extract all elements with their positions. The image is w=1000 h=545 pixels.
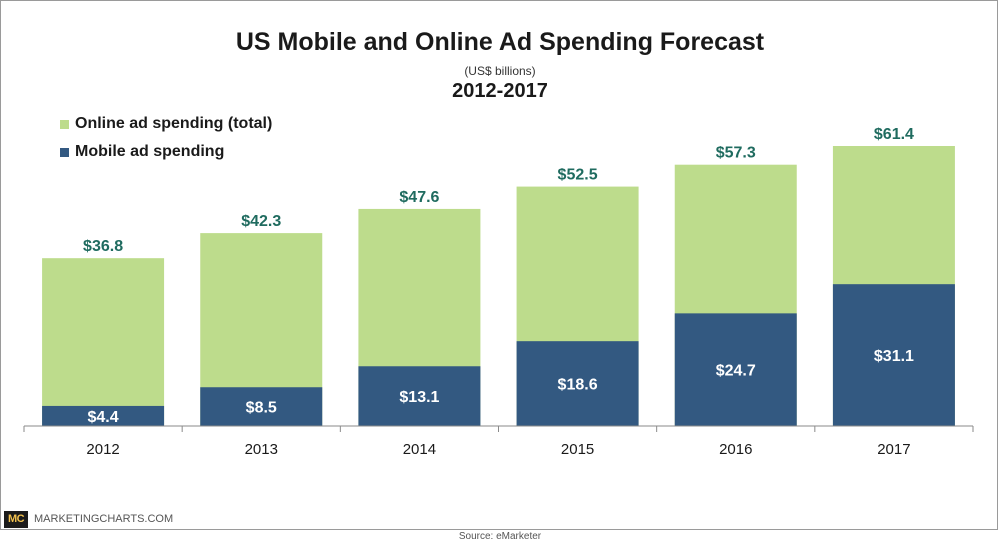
brand-name: MARKETINGCHARTS.COM	[34, 513, 174, 525]
bar-online-2012	[42, 258, 165, 426]
bar-mobile-2013	[200, 387, 323, 426]
data-label-mobile-2015: $18.6	[558, 377, 598, 394]
chart-title: US Mobile and Online Ad Spending Forecas…	[235, 28, 765, 56]
chart-range: 2012-2017	[452, 80, 548, 102]
data-label-mobile-2014: $13.1	[399, 389, 439, 406]
x-tick-label-2012: 2012	[86, 441, 119, 458]
data-label-mobile-2013: $8.5	[246, 400, 277, 417]
legend-swatch-online	[60, 119, 69, 129]
legend-label-mobile: Mobile ad spending	[75, 143, 225, 160]
data-label-online-2016: $57.3	[716, 145, 756, 162]
data-label-mobile-2012: $4.4	[88, 409, 119, 426]
bar-mobile-2017	[832, 284, 955, 426]
x-tick-label-2014: 2014	[403, 441, 436, 458]
data-label-online-2017: $61.4	[874, 126, 914, 143]
data-label-online-2013: $42.3	[241, 213, 281, 230]
data-label-online-2015: $52.5	[558, 167, 598, 184]
legend-item-mobile: Mobile ad spending	[60, 138, 272, 166]
data-label-online-2012: $36.8	[83, 238, 123, 255]
x-tick-label-2015: 2015	[561, 441, 594, 458]
x-tick-label-2016: 2016	[719, 441, 752, 458]
chart-frame	[0, 0, 998, 530]
brand-logo-icon: MC	[4, 510, 28, 528]
data-label-online-2014: $47.6	[399, 189, 439, 206]
legend-item-online: Online ad spending (total)	[60, 110, 272, 138]
bar-mobile-2016	[674, 313, 797, 426]
data-label-mobile-2017: $31.1	[874, 348, 914, 365]
brand: MC MARKETINGCHARTS.COM	[4, 510, 173, 528]
bar-mobile-2012	[42, 405, 165, 426]
bar-mobile-2014	[358, 366, 481, 426]
x-tick-label-2017: 2017	[877, 441, 910, 458]
chart-subtitle: (US$ billions)	[464, 64, 536, 78]
legend-label-online: Online ad spending (total)	[75, 115, 273, 132]
legend: Online ad spending (total) Mobile ad spe…	[60, 110, 272, 166]
source-note: Source: eMarketer	[458, 531, 542, 542]
bar-mobile-2015	[516, 341, 639, 426]
legend-swatch-mobile	[60, 147, 69, 157]
x-tick-label-2013: 2013	[245, 441, 278, 458]
data-label-mobile-2016: $24.7	[716, 363, 756, 380]
